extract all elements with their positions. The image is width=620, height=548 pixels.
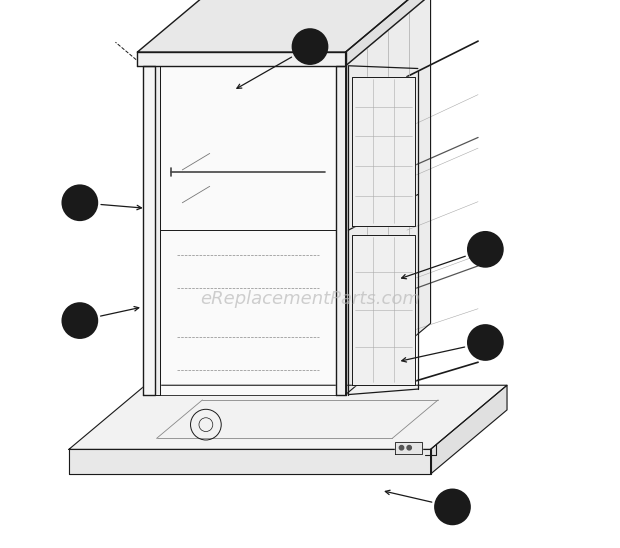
Text: 44: 44: [71, 313, 89, 328]
Circle shape: [468, 232, 503, 267]
Polygon shape: [352, 77, 415, 226]
Polygon shape: [69, 449, 430, 474]
Text: 47: 47: [301, 39, 319, 54]
Circle shape: [293, 29, 327, 64]
Polygon shape: [155, 66, 161, 395]
Polygon shape: [69, 385, 507, 449]
Circle shape: [468, 325, 503, 360]
Circle shape: [399, 446, 404, 450]
Polygon shape: [138, 0, 430, 52]
Polygon shape: [352, 235, 415, 385]
Circle shape: [407, 446, 412, 450]
Polygon shape: [345, 0, 430, 66]
Polygon shape: [345, 0, 430, 395]
Polygon shape: [138, 52, 345, 66]
Text: 48: 48: [477, 242, 494, 256]
Text: 45: 45: [444, 500, 461, 514]
Polygon shape: [430, 385, 507, 474]
Polygon shape: [395, 442, 422, 454]
Polygon shape: [336, 66, 345, 395]
Circle shape: [62, 303, 97, 338]
Text: 46: 46: [71, 196, 89, 210]
Text: 49: 49: [477, 335, 494, 350]
Circle shape: [435, 489, 470, 524]
Polygon shape: [161, 66, 336, 395]
Circle shape: [62, 185, 97, 220]
Polygon shape: [143, 66, 155, 395]
Text: eReplacementParts.com: eReplacementParts.com: [200, 290, 420, 307]
